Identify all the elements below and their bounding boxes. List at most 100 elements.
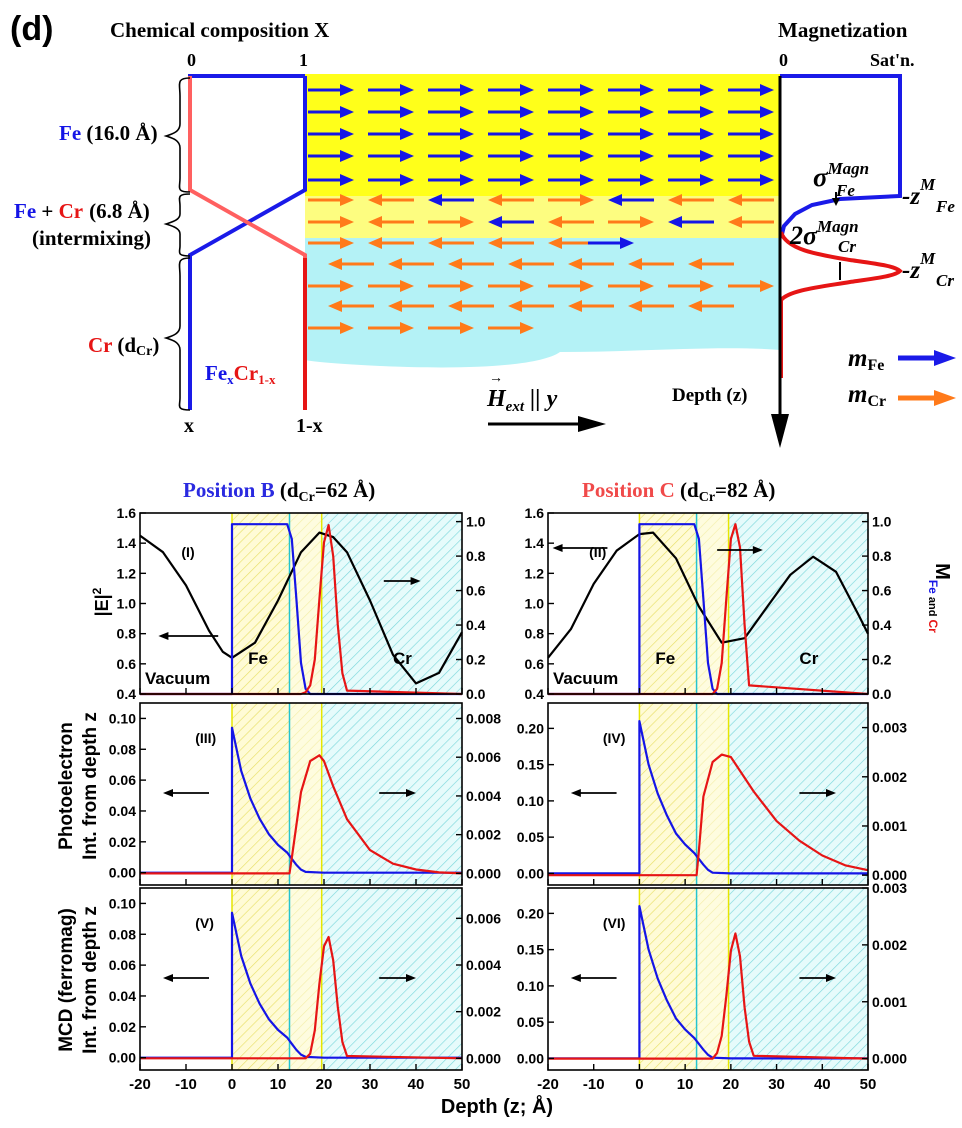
spin-arrows [308, 84, 774, 334]
cr-spin-arrow [368, 216, 414, 228]
cr-spin-arrow [388, 300, 434, 312]
cr-spin-arrow [728, 216, 774, 228]
intermix-region-hatch [696, 888, 729, 1070]
y-tick-label: 0.20 [517, 905, 544, 921]
fe-spin-arrow [548, 84, 594, 96]
right-axis-arrow-head [410, 577, 421, 585]
mcd-axis-label-1: MCD (ferromag) [56, 908, 77, 1052]
fe-spin-arrow [608, 106, 654, 118]
fe-region-shade [639, 513, 697, 694]
fe-spin-arrow [488, 84, 534, 96]
y2-tick-label: 0.003 [872, 880, 907, 896]
cr-spin-arrow [368, 280, 414, 292]
y2-tick-label: 0.002 [872, 769, 907, 785]
fe-spin-arrow [308, 128, 354, 140]
fe-spin-arrow [608, 194, 654, 206]
photoelectron-axis-label-1: Photoelectron [56, 722, 77, 850]
cr-spin-arrow [428, 280, 474, 292]
intermix-layer-label: Fe + Cr (6.8 Å) [14, 199, 150, 223]
series-fe-line [548, 719, 868, 875]
fe-region-shade [639, 888, 697, 1070]
cr-spin-arrow [308, 322, 354, 334]
plot-frame [547, 702, 869, 886]
fe-spin-arrow [368, 150, 414, 162]
cr-region-label: Cr [393, 649, 412, 668]
y-tick-label: 1.2 [525, 565, 545, 581]
y-tick-label: 0.20 [517, 720, 544, 736]
fe-spin-arrow [308, 84, 354, 96]
fe-spin-arrow [488, 150, 534, 162]
left-axis-arrow-head [163, 974, 173, 982]
fe-spin-arrow [488, 216, 534, 228]
cr-spin-arrow [628, 258, 674, 270]
cr-spin-arrow [488, 322, 534, 334]
fe-spin-arrow [368, 106, 414, 118]
y-tick-label: 0.08 [109, 741, 136, 757]
vacuum-label: Vacuum [553, 669, 618, 688]
cr-spin-arrow [308, 237, 354, 249]
cr-spin-arrow [728, 280, 774, 292]
mag-tick-0: 0 [779, 50, 788, 70]
depth-axis-arrowhead [771, 414, 789, 448]
x-tick-label: 10 [677, 1076, 694, 1093]
bottom-x-label: x [184, 415, 194, 437]
y-tick-label: 0.08 [109, 926, 136, 942]
position-b-title: Position B (dCr=62 Å) [183, 478, 375, 505]
bottom-1-x-label: 1-x [296, 415, 323, 437]
h-arrow-mark: → [489, 371, 503, 386]
cr-spin-arrow [608, 280, 654, 292]
left-axis-arrow-head [570, 974, 581, 982]
y2-tick-label: 0.0 [872, 686, 892, 702]
fe-spin-arrow [308, 106, 354, 118]
cr-spin-arrow [568, 300, 614, 312]
series--e-2-line [547, 531, 869, 659]
panel-I: 0.4 0.6 0.8 1.0 1.2 1.4 1.6 0.0 0.2 0.4 0.6 0.8 1.0 (… [117, 505, 486, 702]
y-tick-label: 1.0 [525, 596, 545, 612]
y-tick-label: 0.10 [517, 793, 544, 809]
y-tick-label: 1.4 [117, 535, 137, 551]
cr-spin-arrow [728, 194, 774, 206]
intermix-region-hatch [289, 513, 322, 694]
fe-spin-arrow [428, 194, 474, 206]
cr-spin-arrow [308, 216, 354, 228]
y-tick-label: 0.06 [109, 957, 136, 973]
y2-tick-label: 0.002 [466, 1004, 501, 1020]
series-cr-line [140, 935, 463, 1060]
cr-region-shade [728, 703, 868, 885]
fe-spin-arrow [428, 174, 474, 186]
z-cr-label: -zMCr [902, 249, 954, 290]
panel-label-I: (I) [181, 544, 194, 560]
fe-spin-arrow [548, 106, 594, 118]
x-axis-title: Depth (z; Å) [441, 1094, 553, 1118]
sigma-fe-marker-head [832, 198, 840, 206]
y-tick-label: 0.10 [109, 710, 136, 726]
y-tick-label: 0.05 [517, 1014, 544, 1030]
cr-spin-arrow [448, 258, 494, 270]
y-tick-label: 0.00 [517, 865, 544, 881]
fe-spin-arrow [488, 174, 534, 186]
cr-region-shade [321, 888, 462, 1070]
x-tick-label: 10 [270, 1076, 287, 1093]
right-axis-arrow-head [406, 974, 416, 982]
y2-tick-label: 1.0 [872, 514, 892, 530]
x-tick-label: 40 [408, 1076, 425, 1093]
magnetization-title: Magnetization [778, 18, 908, 42]
cr-spin-arrow [308, 280, 354, 292]
y-tick-label: 0.15 [517, 942, 544, 958]
y-tick-label: 0.8 [117, 626, 137, 642]
mcd-axis-label-2: Int. from depth z [80, 906, 101, 1054]
position-c-title: Position C (dCr=82 Å) [582, 478, 775, 505]
cr-spin-arrow [628, 300, 674, 312]
vacuum-label: Vacuum [145, 669, 210, 688]
y-tick-label: 0.02 [109, 834, 136, 850]
fe-spin-arrow [608, 174, 654, 186]
y-tick-label: 0.02 [109, 1019, 136, 1035]
series-fe-line [140, 726, 462, 874]
y2-tick-label: 0.002 [466, 827, 501, 843]
fe-magnetization-profile [779, 74, 902, 239]
y2-tick-label: 0.003 [872, 720, 907, 736]
fe-composition-line [188, 74, 305, 78]
y-tick-label: 0.10 [109, 895, 136, 911]
panel-V: 0.00 0.02 0.04 0.06 0.08 0.10 0.000 0.002 0.004 0… [109, 887, 501, 1093]
fe-spin-arrow [428, 106, 474, 118]
